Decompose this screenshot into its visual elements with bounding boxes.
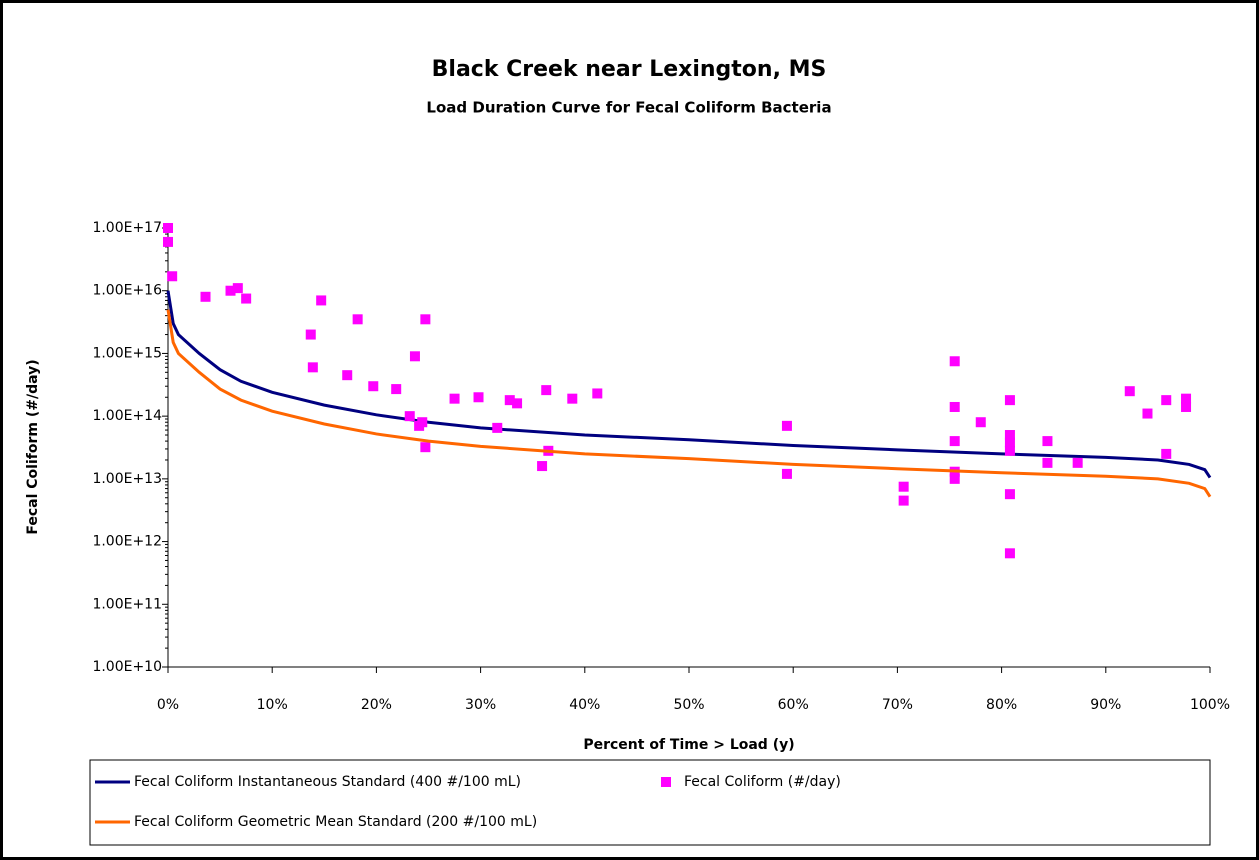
- scatter-point: [949, 436, 960, 447]
- scatter-point: [492, 422, 503, 433]
- scatter-point: [305, 329, 316, 340]
- y-tick-label: 1.00E+10: [92, 659, 162, 675]
- scatter-point: [414, 420, 425, 431]
- scatter-point: [1004, 395, 1015, 406]
- scatter-point: [232, 283, 243, 294]
- scatter-point: [504, 395, 515, 406]
- scatter-point: [1161, 395, 1172, 406]
- legend-box: [89, 759, 1211, 846]
- scatter-point: [200, 291, 211, 302]
- legend-swatch: [661, 777, 671, 787]
- scatter-point: [316, 295, 327, 306]
- y-tick-label: 1.00E+11: [92, 596, 162, 612]
- scatter-point: [420, 314, 431, 325]
- scatter-point: [167, 271, 178, 282]
- y-tick-label: 1.00E+16: [92, 283, 162, 299]
- scatter-point: [1042, 457, 1053, 468]
- x-tick-label: 50%: [673, 697, 704, 713]
- x-tick-label: 40%: [569, 697, 600, 713]
- scatter-point: [567, 393, 578, 404]
- y-axis-label: Fecal Coliform (#/day): [25, 359, 41, 534]
- y-tick-label: 1.00E+17: [92, 220, 162, 236]
- y-tick-label: 1.00E+12: [92, 534, 162, 550]
- scatter-point: [449, 393, 460, 404]
- scatter-point: [404, 411, 415, 422]
- scatter-point: [1004, 430, 1015, 441]
- scatter-point: [409, 351, 420, 362]
- scatter-point: [1124, 386, 1135, 397]
- scatter-point: [1161, 448, 1172, 459]
- legend-label: Fecal Coliform (#/day): [684, 774, 841, 790]
- scatter-point: [592, 388, 603, 399]
- chart-subtitle: Load Duration Curve for Fecal Coliform B…: [426, 99, 831, 117]
- scatter-point: [898, 495, 909, 506]
- scatter-point: [537, 461, 548, 472]
- x-tick-label: 0%: [157, 697, 179, 713]
- scatter-point: [781, 468, 792, 479]
- x-tick-label: 90%: [1090, 697, 1121, 713]
- scatter-point: [1004, 489, 1015, 500]
- scatter-point: [949, 473, 960, 484]
- scatter-point: [512, 398, 523, 409]
- x-tick-label: 10%: [257, 697, 288, 713]
- x-tick-label: 30%: [465, 697, 496, 713]
- x-tick-label: 70%: [882, 697, 913, 713]
- scatter-point: [1004, 445, 1015, 456]
- scatter-point: [163, 236, 173, 247]
- y-tick-label: 1.00E+13: [92, 471, 162, 487]
- x-tick-label: 20%: [361, 697, 392, 713]
- scatter-point: [949, 401, 960, 412]
- y-tick-label: 1.00E+15: [92, 345, 162, 361]
- scatter-point: [1072, 457, 1083, 468]
- legend-label: Fecal Coliform Instantaneous Standard (4…: [134, 774, 521, 790]
- x-tick-label: 60%: [778, 697, 809, 713]
- scatter-point: [1142, 408, 1153, 419]
- scatter-point: [975, 417, 986, 428]
- scatter-point: [391, 384, 402, 395]
- scatter-point: [368, 381, 379, 392]
- scatter-point: [352, 314, 363, 325]
- scatter-point: [1004, 548, 1015, 559]
- chart-title: Black Creek near Lexington, MS: [432, 57, 827, 82]
- scatter-point: [225, 285, 236, 296]
- scatter-point: [307, 362, 318, 373]
- series-line: [166, 290, 1212, 479]
- scatter-point: [1181, 401, 1192, 412]
- x-tick-label: 80%: [986, 697, 1017, 713]
- scatter-point: [781, 420, 792, 431]
- scatter-point: [1042, 436, 1053, 447]
- scatter-point: [420, 442, 431, 453]
- scatter-point: [1004, 437, 1015, 448]
- scatter-point: [241, 293, 252, 304]
- x-axis-label: Percent of Time > Load (y): [583, 737, 794, 753]
- scatter-point: [163, 223, 173, 233]
- series-line: [166, 309, 1212, 498]
- x-tick-label: 100%: [1190, 697, 1230, 713]
- scatter-point: [1181, 393, 1192, 404]
- legend-label: Fecal Coliform Geometric Mean Standard (…: [134, 814, 537, 830]
- scatter-point: [541, 385, 552, 396]
- scatter-point: [342, 370, 353, 381]
- scatter-point: [473, 392, 484, 403]
- scatter-point: [949, 356, 960, 367]
- y-tick-label: 1.00E+14: [92, 408, 162, 424]
- scatter-point: [898, 481, 909, 492]
